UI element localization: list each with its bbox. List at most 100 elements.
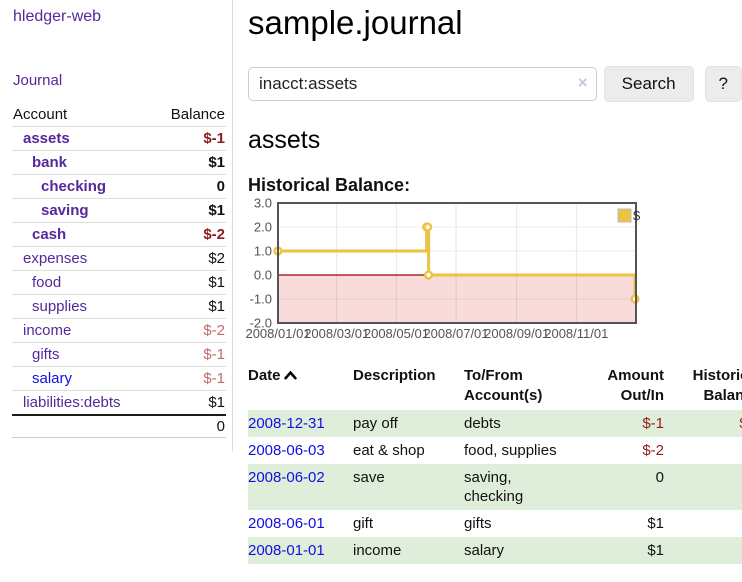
account-link[interactable]: supplies <box>32 298 88 315</box>
x-tick-label: 2008/03/01 <box>304 326 369 341</box>
transaction-row[interactable]: 2008-01-01 income salary $1$1 <box>248 537 742 564</box>
transaction-row[interactable]: 2008-06-01 gift gifts $1$2 <box>248 510 742 537</box>
account-row: assets $-1 <box>12 127 226 151</box>
clear-search-icon[interactable]: × <box>577 73 588 92</box>
transaction-row[interactable]: 2008-06-03 eat & shop food, supplies $-20 <box>248 437 742 464</box>
register-header-accounts: To/From Account(s) <box>464 367 543 404</box>
account-link[interactable]: checking <box>41 178 107 195</box>
y-tick-label: -2.0 <box>250 316 272 331</box>
account-link[interactable]: bank <box>32 154 68 171</box>
transaction-date-cell: 2008-06-01 <box>248 510 353 537</box>
account-row: cash $-2 <box>12 222 226 247</box>
accounts-total-row: 0 <box>12 414 226 438</box>
accounts-header-account: Account <box>12 103 154 127</box>
account-link[interactable]: gifts <box>32 346 60 363</box>
transaction-amount: 0 <box>655 469 664 486</box>
x-tick-label: 2008/11/01 <box>544 326 608 341</box>
transaction-description: income <box>353 542 402 559</box>
register-header-balance: Historical Balance <box>692 367 742 404</box>
transaction-date-link[interactable]: 2008-06-01 <box>248 515 325 532</box>
account-link[interactable]: food <box>32 274 62 291</box>
account-link[interactable]: expenses <box>23 250 88 267</box>
register-table: Date Description To/From Account(s) Amou… <box>248 362 742 564</box>
transaction-accounts: food, supplies <box>464 442 557 459</box>
account-row: checking 0 <box>12 174 226 199</box>
transaction-date-cell: 2008-06-02 <box>248 464 353 510</box>
transaction-accounts: saving, checking <box>464 469 524 505</box>
register-header-date-label: Date <box>248 367 281 384</box>
register-rows: 2008-12-31 pay off debts $-1$-1 2008-06-03 ea… <box>248 410 742 564</box>
transaction-date-link[interactable]: 2008-06-02 <box>248 469 325 486</box>
transaction-row[interactable]: 2008-06-02 save saving, checking 0$2 <box>248 464 742 510</box>
account-balance: $1 <box>208 154 225 171</box>
transaction-accounts: salary <box>464 542 505 559</box>
accounts-header-row: Account Balance <box>12 103 226 127</box>
account-link[interactable]: saving <box>41 202 89 219</box>
balance-chart-svg[interactable]: 3.0 2.0 1.0 0.0 -1.0 -2.02008/01/012008/03/01… <box>245 196 648 344</box>
sidebar-item-journal[interactable]: Journal <box>13 72 63 89</box>
y-tick-label: 0.0 <box>254 268 272 283</box>
transaction-date-cell: 2008-01-01 <box>248 537 353 564</box>
transaction-date-link[interactable]: 2008-12-31 <box>248 415 325 432</box>
account-link[interactable]: income <box>23 322 72 339</box>
data-point-marker[interactable] <box>424 270 434 280</box>
account-row: expenses $2 <box>12 246 226 271</box>
transaction-amount: $-1 <box>642 415 664 432</box>
transaction-description: save <box>353 469 385 486</box>
chevron-up-icon <box>283 370 297 380</box>
accounts-total-spacer <box>12 414 154 438</box>
legend-swatch <box>617 208 632 223</box>
y-tick-label: 2.0 <box>254 220 272 235</box>
register-header-date[interactable]: Date <box>248 362 353 410</box>
account-balance: 0 <box>216 178 225 195</box>
transaction-date-link[interactable]: 2008-01-01 <box>248 542 325 559</box>
accounts-total-value: 0 <box>153 414 226 438</box>
transaction-amount: $-2 <box>642 442 664 459</box>
transaction-date-link[interactable]: 2008-06-03 <box>248 442 325 459</box>
account-balance: $-1 <box>203 370 225 387</box>
account-link[interactable]: liabilities:debts <box>23 394 121 411</box>
accounts-header-balance: Balance <box>153 103 226 127</box>
account-row: bank $1 <box>12 150 226 175</box>
account-balance: $-1 <box>203 346 225 363</box>
y-tick-label: -1.0 <box>250 292 272 307</box>
account-heading: assets <box>248 126 321 154</box>
register-header-amount: Amount Out/In <box>607 367 664 404</box>
account-balance: $1 <box>208 394 225 411</box>
plot-border <box>277 202 637 324</box>
transaction-balance: $1 <box>664 537 742 564</box>
account-balance: $-1 <box>203 130 225 147</box>
register-header-row: Date Description To/From Account(s) Amou… <box>248 362 742 410</box>
account-balance: $-2 <box>203 322 225 339</box>
account-balance: $1 <box>208 298 225 315</box>
negative-region <box>278 275 636 323</box>
account-link[interactable]: cash <box>32 226 67 243</box>
transaction-description: eat & shop <box>353 442 425 459</box>
transaction-date-cell: 2008-06-03 <box>248 437 353 464</box>
account-link[interactable]: salary <box>32 370 73 387</box>
account-balance: $-2 <box>203 226 225 243</box>
x-tick-label: 2008/07/01 <box>423 326 488 341</box>
y-tick-label: 1.0 <box>254 244 272 259</box>
transaction-balance: $-1 <box>664 410 742 437</box>
search-button[interactable]: Search <box>603 66 694 102</box>
transaction-row[interactable]: 2008-12-31 pay off debts $-1$-1 <box>248 410 742 437</box>
historical-balance-chart[interactable]: 3.0 2.0 1.0 0.0 -1.0 -2.0 2008/01/01 2008/03/01… <box>245 196 742 344</box>
account-balance: $1 <box>208 274 225 291</box>
page-title: sample.journal <box>248 4 463 41</box>
help-button[interactable]: ? <box>704 66 742 102</box>
account-balance: $1 <box>208 202 225 219</box>
data-point-marker[interactable] <box>423 222 433 232</box>
transaction-balance: 0 <box>664 437 742 464</box>
app-title-link[interactable]: hledger-web <box>13 8 102 25</box>
legend-label: $ <box>633 208 641 223</box>
register-header-description: Description <box>353 367 436 384</box>
transaction-balance: $2 <box>664 510 742 537</box>
account-row: food $1 <box>12 270 226 295</box>
account-link[interactable]: assets <box>23 130 70 147</box>
accounts-rows: assets $-1 bank $1 checking 0 saving $1 cash $-2 e… <box>12 127 226 416</box>
transaction-description: pay off <box>353 415 398 432</box>
chart-title: Historical Balance: <box>248 175 411 195</box>
search-input[interactable] <box>248 67 597 101</box>
main-panel: sample.journal × Search ? assets Histori… <box>234 0 742 564</box>
